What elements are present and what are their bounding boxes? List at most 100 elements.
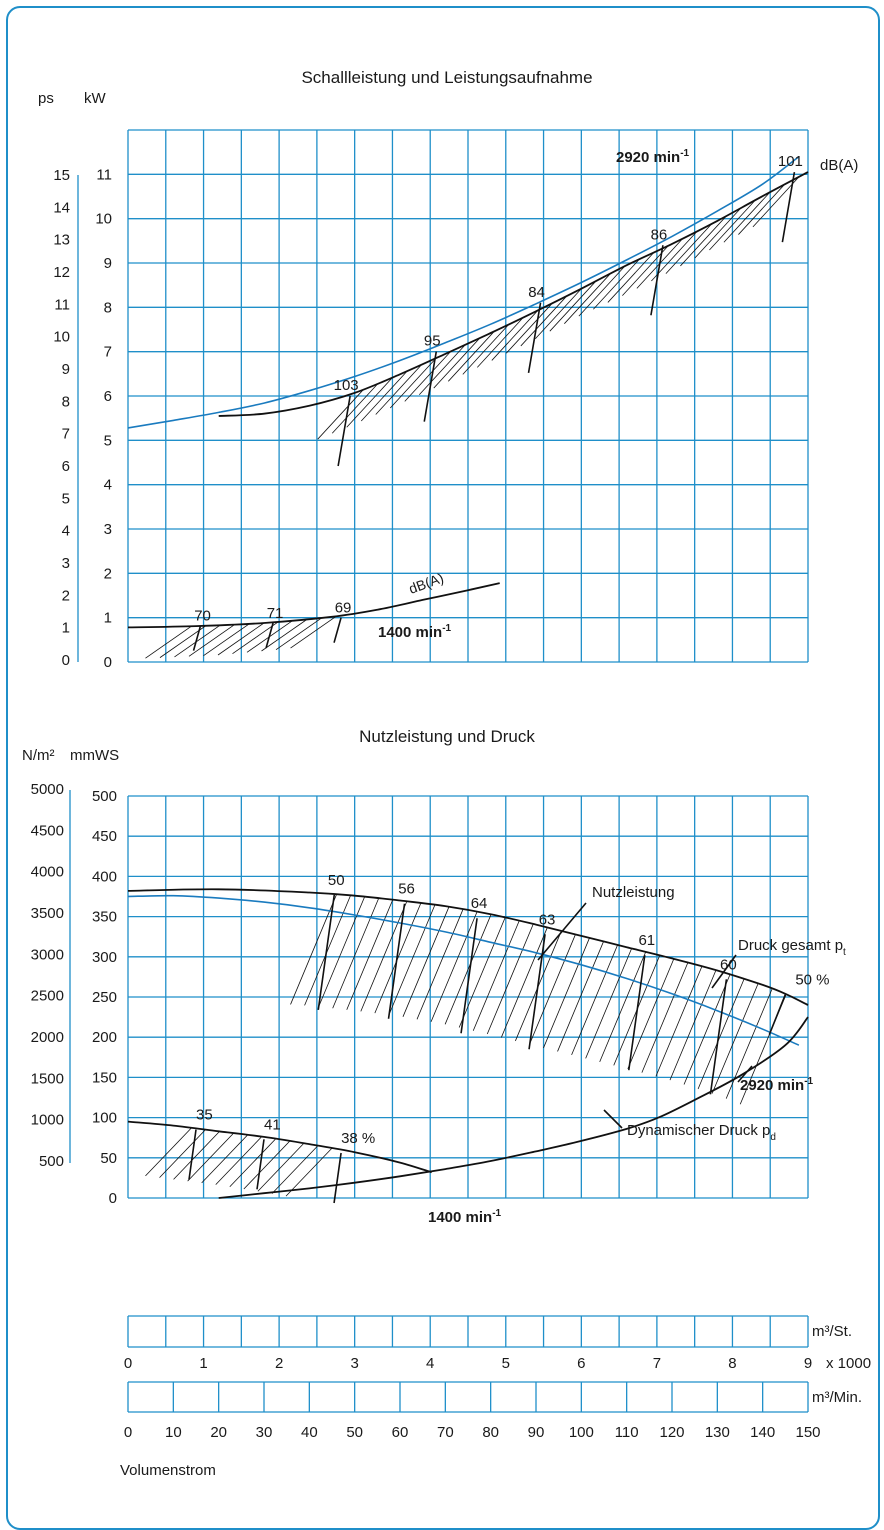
eff-marker-2920 — [528, 934, 546, 1050]
m3min-tick-label: 20 — [210, 1424, 227, 1441]
top-ps-tick-label: 11 — [54, 296, 70, 313]
bottom-low-hatch-line — [229, 1138, 277, 1188]
top-kw-tick-label: 7 — [104, 344, 112, 361]
eff-label-2920: 56 — [398, 881, 415, 898]
top-hatch-line — [535, 288, 582, 339]
top-hatch-line — [418, 344, 466, 395]
bottom-hatch-line — [599, 951, 647, 1063]
top-hatch-line — [738, 184, 785, 235]
bottom-hatch-line — [486, 923, 534, 1035]
eff-label-2920: 64 — [471, 895, 488, 912]
m3min-tick-label: 100 — [569, 1424, 594, 1441]
top-ps-tick-label: 15 — [53, 167, 70, 184]
top-hatch-line — [694, 207, 742, 259]
top-hatch-line — [549, 280, 597, 332]
bottom-hatch-line — [543, 937, 590, 1049]
top-hatch-line — [404, 351, 452, 402]
m3h-tick-label: 9 — [804, 1355, 812, 1372]
db-marker-1400 — [333, 617, 342, 643]
bottom-nm2-tick-label: 500 — [39, 1153, 64, 1170]
dyn-druck-label: Dynamischer Druck pd — [627, 1122, 776, 1143]
curve-druck-gesamt — [127, 888, 809, 1006]
curve-1400 — [127, 582, 500, 629]
bottom-low-hatch-line — [173, 1131, 220, 1180]
db-marker-1400 — [265, 622, 274, 649]
druck-gesamt-leader — [711, 954, 737, 989]
db-label-1400: 71 — [267, 605, 284, 622]
bottom-hatch-line — [444, 914, 492, 1025]
top-hatch-line — [506, 302, 553, 354]
top-hatch-line — [491, 310, 539, 361]
db-label-2920: 101 — [778, 153, 803, 170]
bottom-mmws-tick-label: 0 — [109, 1190, 117, 1207]
top-kw-tick-label: 1 — [104, 610, 112, 627]
bottom-hatch-line — [402, 906, 450, 1017]
bottom-low-hatch-line — [271, 1145, 319, 1194]
m3min-tick-label: 50 — [346, 1424, 363, 1441]
eff-label-2920: 61 — [638, 932, 655, 949]
bottom-low-hatch-line — [187, 1132, 234, 1182]
db-label-1400: 70 — [194, 608, 211, 625]
curve-1400-bottom — [127, 1120, 432, 1174]
bottom-low-hatch-line — [215, 1136, 263, 1185]
curve-2920-black — [218, 171, 809, 417]
top-hatch-line — [752, 176, 800, 228]
bottom-mmws-tick-label: 100 — [92, 1110, 117, 1127]
bottom-hatch-line — [529, 934, 576, 1045]
bottom-mmws-tick-label: 450 — [92, 828, 117, 845]
speed-2920-leader — [737, 1065, 753, 1083]
top-ps-unit: ps — [38, 90, 54, 107]
top-hatch-line — [447, 331, 495, 382]
low-hatch-line — [290, 615, 337, 649]
eff-marker-1400 — [188, 1129, 197, 1180]
low-hatch-line — [203, 623, 250, 656]
bottom-mmws-tick-label: 200 — [92, 1029, 117, 1046]
m3min-tick-label: 140 — [750, 1424, 775, 1441]
eff-label-2920: 50 % — [795, 972, 829, 989]
top-kw-tick-label: 4 — [104, 477, 112, 494]
bottom-hatch-line — [430, 911, 478, 1022]
top-ps-tick-label: 0 — [62, 652, 70, 669]
db-label-2920: 86 — [651, 226, 668, 243]
bottom-nm2-tick-label: 1000 — [31, 1112, 64, 1129]
bottom-hatch-line — [683, 974, 731, 1085]
nutzleistung-leader — [537, 902, 587, 961]
x-axis-title: Volumenstrom — [120, 1462, 216, 1479]
top-hatch-line — [593, 258, 640, 310]
bottom-hatch-line — [374, 902, 422, 1014]
m3min-tick-label: 60 — [392, 1424, 409, 1441]
top-hatch-line — [331, 382, 379, 434]
bottom-hatch-line — [697, 978, 745, 1090]
db-marker-2920 — [650, 245, 664, 316]
top-kw-tick-label: 10 — [95, 211, 112, 228]
eff-label-2920: 50 — [328, 872, 345, 889]
m3min-tick-label: 10 — [165, 1424, 182, 1441]
bottom-low-hatch-line — [257, 1142, 305, 1192]
top-ps-tick-label: 1 — [62, 620, 70, 637]
top-kw-unit: kW — [84, 90, 107, 107]
top-ps-tick-label: 3 — [62, 555, 70, 572]
top-kw-tick-label: 6 — [104, 388, 112, 405]
bottom-hatch-line — [472, 920, 520, 1031]
low-hatch-line — [275, 617, 323, 651]
low-hatch-line — [188, 623, 236, 657]
bottom-nm2-tick-label: 3500 — [31, 905, 64, 922]
bottom-nm2-tick-label: 2000 — [31, 1029, 64, 1046]
top-ps-tick-label: 9 — [62, 361, 70, 378]
top-kw-tick-label: 0 — [104, 654, 112, 671]
top-hatch-line — [680, 215, 727, 267]
eff-marker-1400 — [333, 1152, 342, 1204]
eff-marker-2920 — [628, 955, 646, 1071]
low-hatch-line — [217, 622, 265, 656]
bottom-mmws-unit: mmWS — [70, 747, 119, 764]
top-hatch-line — [360, 370, 408, 422]
top-hatch-line — [651, 230, 698, 282]
bottom-mmws-tick-label: 350 — [92, 909, 117, 926]
top-ps-tick-label: 6 — [62, 458, 70, 475]
eff-marker-2920 — [387, 903, 406, 1019]
bottom-hatch-line — [669, 969, 717, 1081]
top-hatch-line — [375, 364, 423, 415]
bottom-low-hatch-line — [243, 1140, 291, 1190]
db-marker-1400 — [192, 625, 202, 651]
eff-marker-2920 — [768, 994, 787, 1035]
